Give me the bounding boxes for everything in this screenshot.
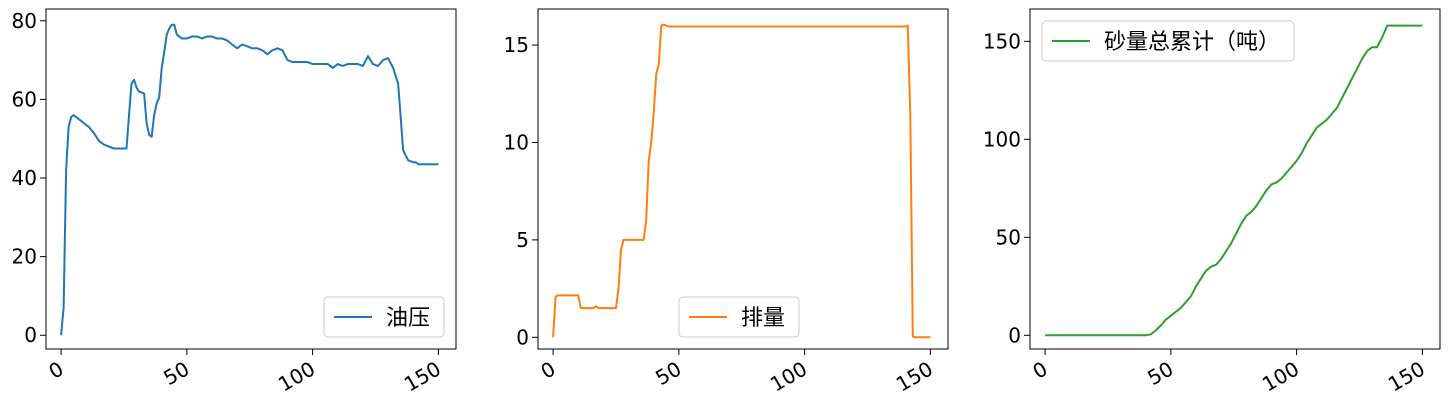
series-line-1-1 [60,23,439,336]
y-tick-label: 150 [983,29,1021,53]
y-tick-label: 100 [983,127,1021,151]
series-line-2-1 [552,23,931,339]
axes-frame [537,8,949,350]
axes-frame [1029,8,1441,350]
x-tick-label: 50 [159,357,193,391]
y-tick-label: 5 [516,228,529,252]
y-tick-label: 60 [12,87,37,111]
x-tick-label: 150 [892,357,937,397]
x-tick-label: 0 [1029,357,1052,384]
legend: 油压 [323,296,445,338]
legend-label: 砂量总累计（吨） [1104,30,1280,55]
legend-box [678,296,800,338]
legend-label: 油压 [386,306,430,331]
x-tick-label: 150 [1384,357,1429,397]
y-tick-label: 50 [996,225,1021,249]
y-tick-label: 0 [516,325,529,349]
x-tick-label: 100 [274,357,319,397]
x-tick-label: 150 [400,357,445,397]
legend: 砂量总累计（吨） [1041,20,1295,62]
y-tick-label: 40 [12,166,37,190]
y-tick-label: 80 [12,9,37,33]
chart-panel-3: 0 50 100 150 0 50 100 150 砂量总累计（吨） [983,8,1441,397]
legend: 排量 [678,296,800,338]
legend-box [1041,20,1295,62]
y-tick-label: 10 [504,130,529,154]
y-tick-label: 20 [12,245,37,269]
x-tick-label: 100 [766,357,811,397]
y-tick-label: 15 [504,33,529,57]
y-tick-label: 0 [1008,323,1021,347]
x-tick-label: 100 [1258,357,1303,397]
chart-panel-1: 0 50 100 150 0 20 40 60 80 油压 [12,8,457,397]
x-tick-label: 0 [45,357,68,384]
chart-panel-2: 0 50 100 150 0 5 10 15 排量 [504,8,949,397]
legend-box [323,296,445,338]
legend-label: 排量 [741,306,785,331]
axes-frame [45,8,457,350]
x-tick-label: 50 [651,357,685,391]
x-tick-label: 50 [1143,357,1177,391]
x-tick-label: 0 [537,357,560,384]
y-tick-label: 0 [24,323,37,347]
series-line-3-1 [1045,24,1423,337]
